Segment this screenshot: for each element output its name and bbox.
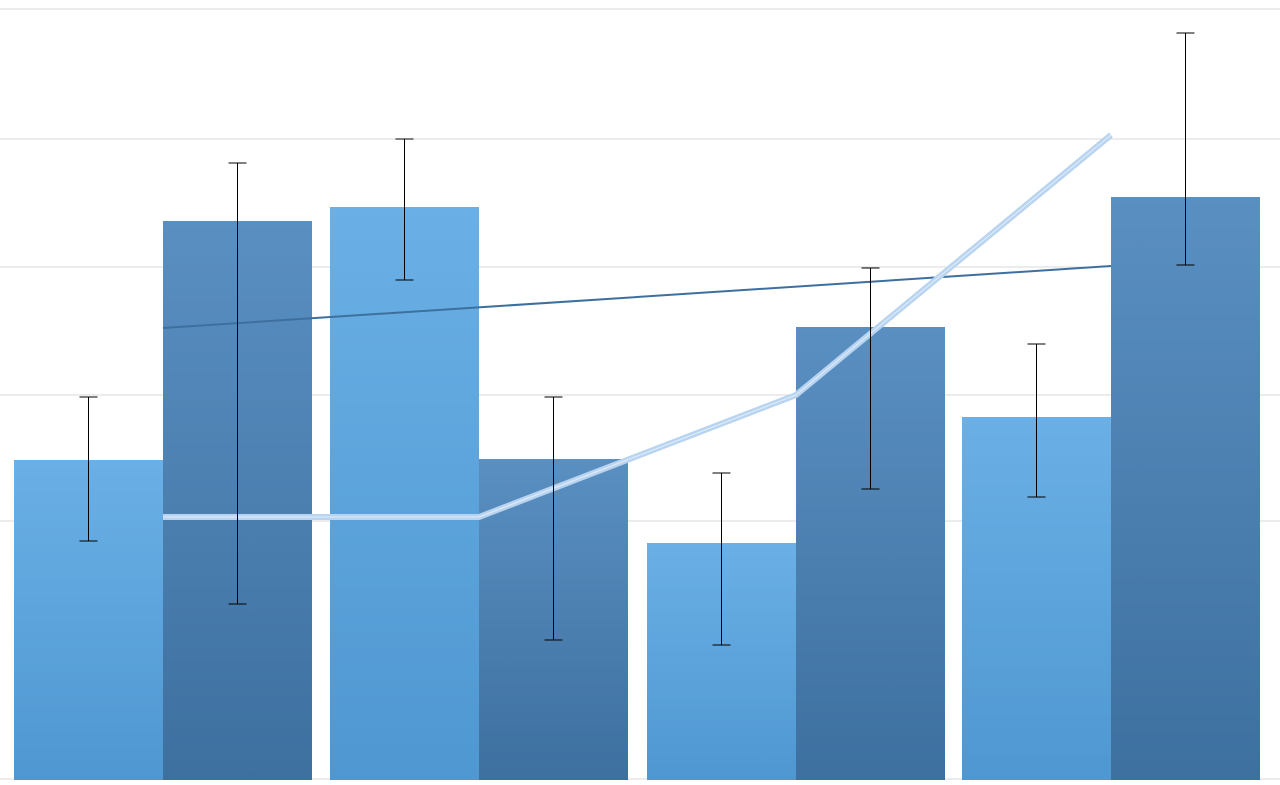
bar-line-chart [0,0,1280,785]
chart-container [0,0,1280,785]
bar-dark [1111,197,1260,780]
bar-light [330,207,479,780]
